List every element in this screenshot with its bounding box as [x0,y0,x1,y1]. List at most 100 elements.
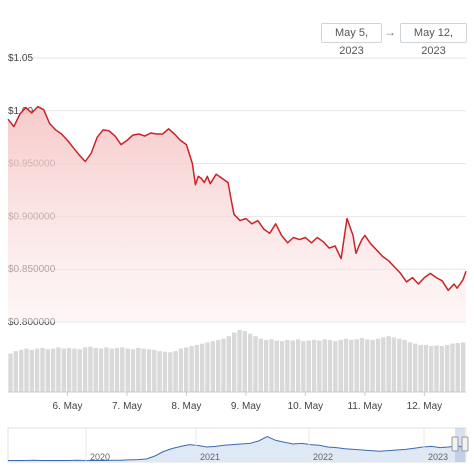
volume-bar [120,347,125,392]
volume-bar [343,338,349,392]
volume-bar [429,346,434,392]
volume-bar [13,351,18,392]
x-tick-label: 11. May [347,401,382,412]
volume-bar [306,340,311,392]
volume-bar [82,347,88,392]
volume-bar [146,349,152,392]
volume-bar [24,348,29,392]
volume-bar [461,342,466,392]
navigator-year-label: 2020 [90,452,110,462]
volume-bar [136,348,141,392]
volume-bar [391,337,397,392]
volume-bar [40,348,45,392]
navigator-line [8,435,467,461]
y-tick-label: $1.05 [8,53,33,64]
volume-bar [269,339,274,392]
volume-bar [242,331,247,392]
volume-bar [226,336,231,392]
volume-bar [258,338,263,392]
volume-bar [295,339,301,392]
date-range-start-input[interactable]: May 5, 2023 [321,23,382,57]
price-line [7,105,467,292]
volume-bar [386,336,391,392]
volume-bar [445,344,450,392]
x-tick-label: 8. May [171,401,201,412]
volume-bar [125,348,130,392]
date-range-end-input[interactable]: May 12, 2023 [400,23,467,57]
x-tick-label: 6. May [52,401,82,412]
volume-bar [56,347,61,392]
volume-bar [173,351,178,392]
x-tick-label: 12. May [407,401,443,412]
volume-bar [221,338,226,392]
volume-bar [77,349,82,392]
volume-bar [66,348,72,392]
volume-bar [19,349,24,392]
volume-bar [439,346,445,392]
volume-bar [194,344,200,392]
volume-bar [168,352,173,392]
price-area-fill [8,106,466,322]
x-axis-labels: 6. May 7. May 8. May 9. May 10. May 11. May 12… [52,392,442,412]
volume-bar [274,340,279,392]
navigator-year-label: 2021 [200,452,220,462]
y-tick-label: $1.00 [8,106,33,117]
volume-bar [152,349,157,392]
y-tick-label: $0.800000 [8,317,56,328]
volume-bar [418,344,423,392]
navigator-handle-right[interactable] [461,436,469,452]
navigator-selection[interactable] [455,428,465,462]
x-tick-label: 9. May [231,401,261,412]
volume-bar [114,348,120,392]
volume-bar [423,344,429,392]
volume-bar [279,341,285,392]
volume-bar [109,348,114,392]
volume-bar [178,348,184,392]
volume-bar [130,349,136,392]
volume-bar [205,342,210,392]
volume-bar [375,338,381,392]
volume-bar [157,351,162,392]
volume-bar [317,340,322,392]
volume-bar [407,342,413,392]
volume-bar [45,349,50,392]
volume-bars [8,330,466,393]
navigator-area [8,436,466,462]
volume-bar [322,339,327,392]
volume-bar [184,347,189,392]
volume-bar [285,339,290,392]
volume-bar [34,348,40,392]
volume-bar [210,341,216,392]
volume-bar [8,353,13,392]
volume-bar [88,346,93,392]
volume-bar [29,349,34,392]
navigator-year-label: 2023 [428,452,448,462]
volume-bar [413,343,418,392]
volume-bar [397,338,402,392]
volume-bar [354,339,359,392]
volume-bar [455,343,460,392]
volume-bar [98,348,104,392]
volume-bar [327,339,333,392]
volume-bar [349,339,354,392]
x-tick-label: 7. May [112,401,142,412]
volume-bar [434,345,439,392]
volume-bar [61,348,66,392]
navigator-year-label: 2022 [313,452,333,462]
volume-bar [72,348,77,392]
volume-bar [253,336,258,392]
volume-bar [365,339,370,392]
volume-bar [189,346,194,392]
volume-bar [216,339,221,392]
volume-bar [232,332,237,392]
volume-bar [141,348,146,392]
navigator[interactable]: 2020 2021 2022 2023 [7,427,469,463]
volume-bar [263,339,269,392]
volume-bar [104,347,109,392]
volume-bar [50,348,56,392]
volume-bar [248,333,253,392]
volume-bar [237,330,242,392]
volume-bar [338,339,343,392]
volume-bar [381,337,386,392]
navigator-handle-left[interactable] [451,436,459,452]
